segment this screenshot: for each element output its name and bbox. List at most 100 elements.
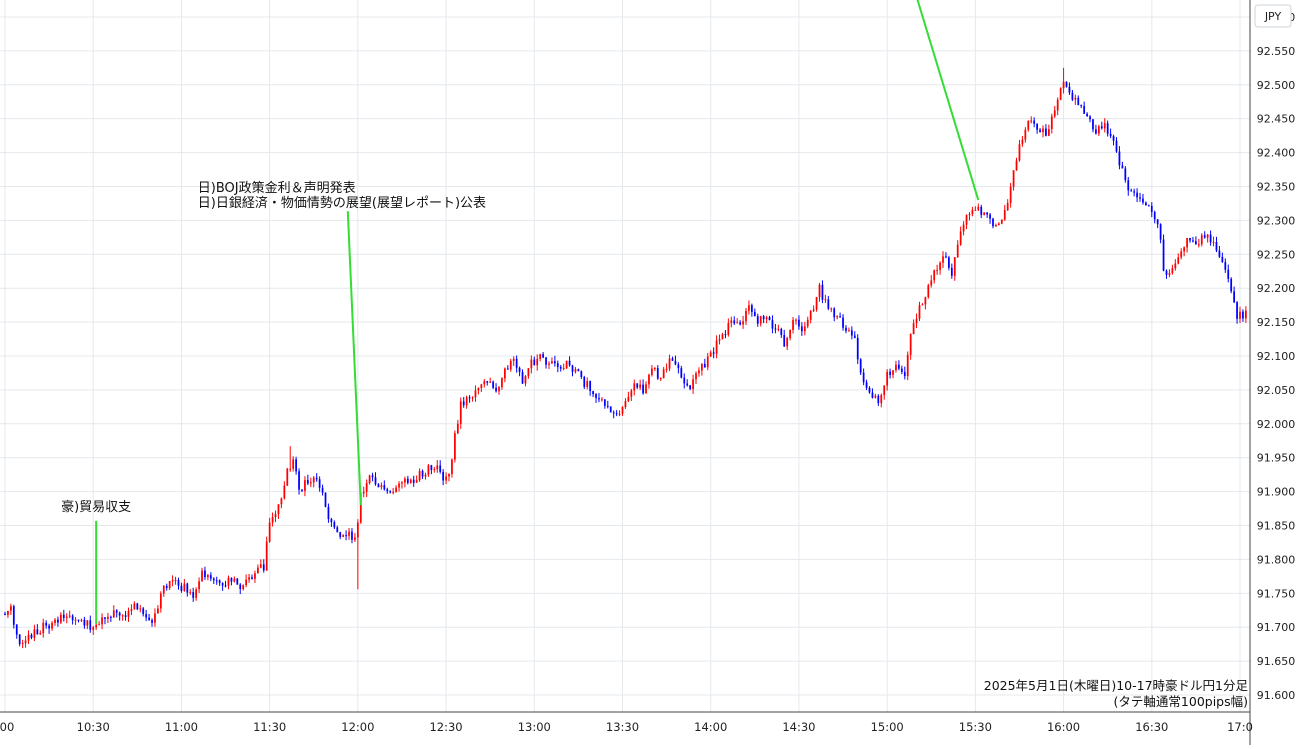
candle-body bbox=[718, 339, 721, 341]
candle-body bbox=[1042, 128, 1044, 132]
candle-body bbox=[739, 322, 742, 325]
candle-body bbox=[1065, 81, 1068, 87]
candle-body bbox=[509, 360, 512, 370]
y-tick-label: 92.500 bbox=[1257, 79, 1296, 92]
candle-body bbox=[268, 522, 271, 542]
y-tick-label: 92.150 bbox=[1257, 316, 1296, 329]
candle-body bbox=[701, 363, 703, 371]
candle-body bbox=[1130, 190, 1133, 192]
candle-body bbox=[39, 633, 42, 635]
candle-body bbox=[1056, 99, 1059, 111]
candle-body bbox=[777, 328, 780, 330]
candle-body bbox=[265, 541, 268, 571]
candle-body bbox=[883, 385, 886, 396]
candle-body bbox=[783, 334, 786, 347]
candle-body bbox=[306, 480, 309, 484]
candle-body bbox=[24, 640, 27, 644]
candle-body bbox=[124, 615, 127, 617]
candle-body bbox=[136, 603, 139, 610]
candle-body bbox=[315, 477, 318, 480]
candle-body bbox=[1200, 235, 1203, 245]
candle-body bbox=[1097, 126, 1100, 134]
candle-body bbox=[824, 299, 827, 301]
candle-body bbox=[583, 376, 586, 387]
candle-body bbox=[174, 579, 177, 581]
annotation-label: 豪)貿易収支 bbox=[61, 499, 131, 515]
candle-body bbox=[789, 329, 791, 339]
candle-body bbox=[301, 489, 303, 491]
candle-body bbox=[142, 608, 145, 615]
annotation-leader-line bbox=[346, 211, 362, 506]
candle-body bbox=[471, 397, 474, 399]
candle-body bbox=[1006, 202, 1009, 211]
candle-body bbox=[1221, 256, 1224, 263]
candle-body bbox=[1142, 198, 1144, 203]
candle-body bbox=[827, 299, 830, 309]
candle-body bbox=[401, 482, 403, 484]
candle-body bbox=[1109, 133, 1112, 137]
y-tick-label: 92.550 bbox=[1257, 45, 1296, 58]
candle-body bbox=[877, 395, 880, 404]
x-tick-label: 11:30 bbox=[253, 720, 286, 734]
y-tick-label: 92.350 bbox=[1257, 180, 1296, 193]
chart-footer-line1: 2025年5月1日(木曜日)10-17時豪ドル円1分足 bbox=[984, 678, 1249, 693]
candle-body bbox=[874, 395, 877, 398]
candle-body bbox=[736, 322, 739, 324]
candle-body bbox=[30, 634, 33, 638]
candle-body bbox=[945, 256, 947, 258]
candle-body bbox=[198, 581, 200, 590]
candle-body bbox=[1195, 241, 1197, 245]
candle-body bbox=[462, 401, 465, 406]
candle-body bbox=[65, 616, 68, 618]
candle-body bbox=[1165, 270, 1168, 275]
candle-body bbox=[277, 504, 280, 515]
candle-body bbox=[1106, 123, 1109, 134]
candle-body bbox=[997, 223, 1000, 226]
candle-body bbox=[895, 364, 897, 371]
candle-body bbox=[1027, 120, 1030, 130]
candle-body bbox=[154, 613, 156, 623]
candle-body bbox=[95, 624, 98, 628]
grid bbox=[0, 0, 1250, 712]
candle-body bbox=[1059, 88, 1062, 100]
candle-body bbox=[580, 371, 583, 377]
x-tick-label: :00 bbox=[0, 720, 14, 734]
candle-body bbox=[724, 334, 727, 336]
candle-body bbox=[83, 619, 86, 626]
candle-body bbox=[98, 624, 100, 626]
candle-body bbox=[424, 474, 427, 477]
candle-body bbox=[1236, 302, 1238, 319]
candle-body bbox=[968, 214, 971, 216]
candle-body bbox=[871, 392, 874, 398]
y-tick-label: 91.900 bbox=[1257, 486, 1296, 499]
candle-body bbox=[651, 368, 653, 375]
candle-body bbox=[798, 319, 800, 327]
y-tick-label: 91.850 bbox=[1257, 520, 1296, 533]
candle-body bbox=[409, 479, 412, 483]
candle-body bbox=[12, 606, 15, 625]
y-tick-label: 91.650 bbox=[1257, 655, 1296, 668]
candle-body bbox=[539, 354, 542, 359]
x-tick-label: 16:00 bbox=[1047, 720, 1080, 734]
candle-body bbox=[1095, 129, 1097, 134]
candle-body bbox=[721, 334, 724, 340]
y-tick-label: 91.950 bbox=[1257, 452, 1296, 465]
candle-body bbox=[748, 305, 750, 311]
candle-body bbox=[145, 614, 148, 618]
candle-body bbox=[501, 378, 503, 388]
candle-body bbox=[298, 471, 300, 490]
candle-body bbox=[271, 516, 274, 523]
candle-body bbox=[645, 384, 647, 394]
candle-body bbox=[89, 620, 92, 630]
candle-body bbox=[639, 384, 642, 388]
candle-body bbox=[280, 498, 283, 505]
candle-body bbox=[695, 373, 697, 380]
currency-label-box[interactable]: JPY bbox=[1254, 4, 1292, 28]
candle-body bbox=[768, 317, 771, 321]
candle-body bbox=[745, 310, 747, 322]
candle-body bbox=[480, 384, 483, 388]
candle-body bbox=[48, 625, 50, 629]
candle-body bbox=[962, 224, 965, 232]
candle-body bbox=[107, 616, 109, 619]
